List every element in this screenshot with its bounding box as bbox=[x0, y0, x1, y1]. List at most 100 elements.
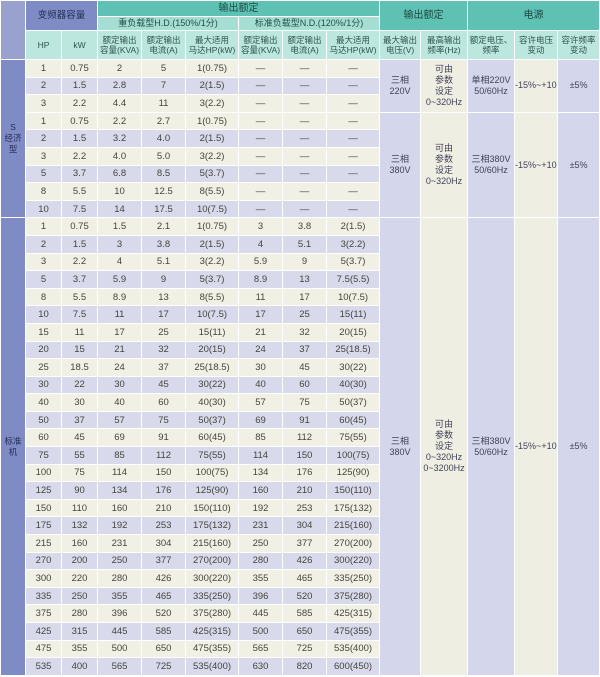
nd-current-cell: 9 bbox=[283, 253, 327, 271]
hp-cell: 75 bbox=[26, 447, 61, 464]
nd-current-cell: 5.1 bbox=[283, 235, 327, 253]
hd-capacity-cell: 250 bbox=[98, 552, 142, 570]
hp-cell: 50 bbox=[26, 411, 61, 429]
hd-motor-cell: 1(0.75) bbox=[186, 60, 239, 77]
hd-capacity-cell: 85 bbox=[98, 447, 142, 464]
nd-capacity-cell: 396 bbox=[239, 587, 283, 605]
nd-motor-cell: — bbox=[327, 147, 380, 165]
nd-capacity-cell: 250 bbox=[239, 535, 283, 552]
nd-current-cell: — bbox=[283, 130, 327, 147]
spec-row: 2 1.5 2.8 7 2(1.5) — — — bbox=[1, 77, 599, 95]
spec-row: 10 7.5 14 17.5 10(7.5) — — — bbox=[1, 200, 599, 218]
hd-capacity-cell: 4 bbox=[98, 253, 142, 271]
nd-current-cell: 91 bbox=[283, 411, 327, 429]
hd-current-cell: 8.5 bbox=[142, 165, 186, 183]
rated-voltage-frequency-header: 额定电压、 频率 bbox=[468, 31, 515, 59]
nd-capacity-cell: 24 bbox=[239, 341, 283, 359]
hp-cell: 8 bbox=[26, 288, 61, 306]
spec-row: 3 2.2 4 5.1 3(2.2) 5.9 9 5(3.7) bbox=[1, 253, 599, 271]
hd-motor-cell: 100(75) bbox=[186, 464, 239, 482]
hp-column-header: HP bbox=[26, 31, 61, 59]
nd-capacity-cell: 21 bbox=[239, 323, 283, 341]
hp-cell: 215 bbox=[26, 535, 61, 552]
nd-current-cell: 25 bbox=[283, 306, 327, 323]
nd-motor-cell: — bbox=[327, 60, 380, 77]
header-row-3: HP kW 额定输出 容量(KVA) 额定输出 电流(A) 最大适用 马达HP(… bbox=[1, 31, 600, 59]
hd-motor-cell: 2(1.5) bbox=[186, 77, 239, 95]
hd-current-cell: 5 bbox=[142, 60, 186, 77]
nd-motor-cell: 300(220) bbox=[327, 552, 380, 570]
hd-current-cell: 377 bbox=[142, 552, 186, 570]
nd-motor-cell: — bbox=[327, 200, 380, 218]
kw-cell: 75 bbox=[62, 464, 98, 482]
rated-voltage-frequency-cell: 三相380V 50/60Hz bbox=[468, 112, 515, 218]
spec-row: 270 200 250 377 270(200) 280 426 300(220) bbox=[1, 552, 599, 570]
hd-capacity-cell: 4.0 bbox=[98, 147, 142, 165]
output-rating-header-right: 输出额定 bbox=[380, 1, 468, 30]
hd-capacity-cell: 3.2 bbox=[98, 130, 142, 147]
kw-cell: 220 bbox=[62, 570, 98, 587]
nd-capacity-cell: 5.9 bbox=[239, 253, 283, 271]
hp-cell: 1 bbox=[26, 218, 61, 235]
hd-current-cell: 465 bbox=[142, 587, 186, 605]
nd-current-cell: 465 bbox=[283, 570, 327, 587]
max-output-frequency-cell: 可由 参数 设定 0~320Hz bbox=[421, 112, 468, 218]
kw-cell: 355 bbox=[62, 640, 98, 658]
hp-cell: 2 bbox=[26, 235, 61, 253]
nd-current-cell: 304 bbox=[283, 517, 327, 535]
hd-current-cell: 725 bbox=[142, 658, 186, 675]
spec-row: 10 7.5 11 17 10(7.5) 17 25 15(11) bbox=[1, 306, 599, 323]
hd-capacity-cell: 565 bbox=[98, 658, 142, 675]
spec-row: 2 1.5 3.2 4.0 2(1.5) — — — bbox=[1, 130, 599, 147]
hd-current-cell: 32 bbox=[142, 341, 186, 359]
hd-motor-cell: 3(2.2) bbox=[186, 95, 239, 112]
nd-capacity-cell: — bbox=[239, 147, 283, 165]
hd-capacity-cell: 6.8 bbox=[98, 165, 142, 183]
nd-capacity-cell: — bbox=[239, 77, 283, 95]
nd-motor-cell: 475(355) bbox=[327, 623, 380, 640]
max-output-frequency-header: 最高输出 频率(Hz) bbox=[421, 31, 468, 59]
hd-capacity-cell: 1.5 bbox=[98, 218, 142, 235]
kw-cell: 5.5 bbox=[62, 288, 98, 306]
nd-current-cell: — bbox=[283, 95, 327, 112]
kw-cell: 0.75 bbox=[62, 218, 98, 235]
kw-cell: 3.7 bbox=[62, 165, 98, 183]
hd-motor-cell: 75(55) bbox=[186, 447, 239, 464]
kw-cell: 315 bbox=[62, 623, 98, 640]
hd-capacity-cell: 396 bbox=[98, 605, 142, 622]
hd-capacity-cell: 160 bbox=[98, 499, 142, 517]
nd-capacity-cell: — bbox=[239, 60, 283, 77]
nd-capacity-cell: 3 bbox=[239, 218, 283, 235]
hp-cell: 10 bbox=[26, 200, 61, 218]
hd-capacity-cell: 21 bbox=[98, 341, 142, 359]
nd-capacity-cell: 355 bbox=[239, 570, 283, 587]
hd-capacity-cell: 231 bbox=[98, 535, 142, 552]
hp-cell: 8 bbox=[26, 183, 61, 200]
nd-current-cell: 32 bbox=[283, 323, 327, 341]
hp-cell: 25 bbox=[26, 359, 61, 376]
kw-cell: 110 bbox=[62, 499, 98, 517]
nd-capacity-cell: 69 bbox=[239, 411, 283, 429]
section-label: S 经济型 bbox=[1, 60, 25, 218]
hd-current-cell: 13 bbox=[142, 288, 186, 306]
spec-row: 3 2.2 4.0 5.0 3(2.2) — — — bbox=[1, 147, 599, 165]
kw-cell: 45 bbox=[62, 429, 98, 447]
spec-row: 30 22 30 45 30(22) 40 60 40(30) bbox=[1, 376, 599, 394]
nd-capacity-cell: 231 bbox=[239, 517, 283, 535]
spec-row: 8 5.5 8.9 13 8(5.5) 11 17 10(7.5) bbox=[1, 288, 599, 306]
hd-motor-cell: 5(3.7) bbox=[186, 165, 239, 183]
hd-capacity-cell: 10 bbox=[98, 183, 142, 200]
kw-cell: 37 bbox=[62, 411, 98, 429]
kw-cell: 280 bbox=[62, 605, 98, 622]
hp-cell: 175 bbox=[26, 517, 61, 535]
hd-motor-cell: 10(7.5) bbox=[186, 306, 239, 323]
section-label: 标准机 bbox=[1, 218, 25, 675]
nd-current-cell: — bbox=[283, 200, 327, 218]
hd-current-cell: 176 bbox=[142, 482, 186, 499]
hd-motor-cell: 15(11) bbox=[186, 323, 239, 341]
frequency-fluctuation-cell: ±5% bbox=[558, 112, 600, 218]
nd-capacity-cell: 192 bbox=[239, 499, 283, 517]
hd-current-cell: 3.8 bbox=[142, 235, 186, 253]
kw-cell: 2.2 bbox=[62, 147, 98, 165]
